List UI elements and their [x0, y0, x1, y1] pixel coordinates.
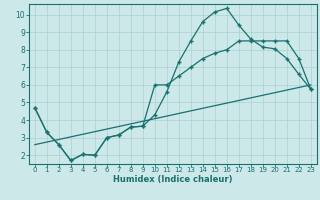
X-axis label: Humidex (Indice chaleur): Humidex (Indice chaleur) [113, 175, 233, 184]
